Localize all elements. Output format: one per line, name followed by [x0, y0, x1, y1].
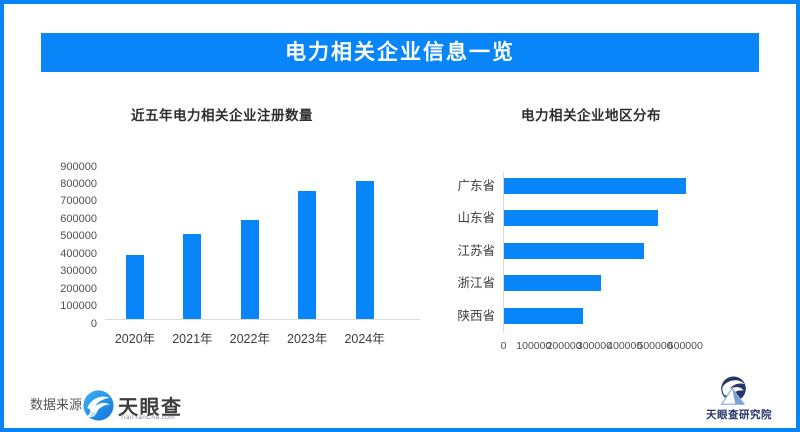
region-category-label: 广东省 [457, 179, 495, 193]
registration-bar [183, 233, 202, 319]
region-x-tick-label: 100000 [516, 340, 552, 352]
registration-y-tick-label: 600000 [60, 212, 97, 225]
region-x-tick-label: 600000 [667, 340, 703, 352]
registration-x-label: 2022年 [229, 332, 270, 346]
registration-y-tick-label: 700000 [60, 195, 97, 208]
region-bar [504, 210, 658, 227]
registration-y-tick-label: 0 [90, 317, 97, 330]
region-chart-title: 电力相关企业地区分布 [521, 108, 661, 123]
registration-y-axis: 900000 800000 700000 600000 500000 400000 3000… [55, 160, 97, 333]
registration-y-tick-label: 500000 [60, 230, 97, 243]
region-bar [504, 178, 686, 194]
research-institute-logo-icon [717, 376, 750, 412]
research-institute-label: 天眼查研究院 [706, 409, 772, 421]
registration-y-tick-label: 400000 [60, 247, 97, 260]
registration-chart-title: 近五年电力相关企业注册数量 [131, 108, 313, 123]
registration-bar [126, 255, 144, 319]
region-category-label: 浙江省 [457, 276, 495, 291]
region-bar [504, 307, 584, 324]
region-bar [504, 275, 602, 292]
region-x-tick-label: 400000 [607, 340, 643, 352]
region-x-tick-label: 0 [500, 340, 507, 352]
tianyancha-logo-icon [83, 390, 114, 426]
region-category-label: 陕西省 [457, 308, 495, 323]
registration-x-label: 2024年 [344, 332, 385, 346]
registration-y-tick-label: 800000 [60, 177, 97, 190]
region-bar [504, 242, 645, 259]
region-x-tick-label: 500000 [637, 340, 673, 352]
region-x-tick-label: 300000 [576, 340, 612, 352]
registration-y-tick-label: 900000 [60, 160, 97, 173]
registration-plot: 2020年 2021年 2022年 2023年 2024年 [105, 163, 420, 346]
region-category-label: 江苏省 [457, 243, 495, 258]
registration-x-label: 2023年 [287, 332, 328, 346]
page-title: 电力相关企业信息一览 [41, 33, 759, 72]
registration-y-tick-label: 100000 [60, 300, 97, 313]
registration-y-tick-label: 200000 [60, 282, 97, 295]
region-y-axis-line [503, 172, 504, 333]
region-x-tick-label: 200000 [546, 340, 582, 352]
region-category-label: 山东省 [457, 211, 495, 226]
data-source-label: 数据来源： [30, 397, 96, 412]
registration-bar [240, 220, 259, 319]
registration-bar [355, 181, 374, 319]
tianyancha-logo-text: 天眼查 [118, 397, 183, 419]
registration-x-label: 2020年 [114, 332, 156, 346]
registration-x-label: 2021年 [172, 332, 213, 346]
registration-bar [298, 190, 317, 319]
region-plot: 广东省山东省江苏省浙江省陕西省 0 100000 200000 300000 400000… [437, 170, 747, 365]
tianyancha-domain-text: TianYanCha.com [120, 414, 176, 421]
registration-y-tick-label: 300000 [60, 265, 97, 278]
